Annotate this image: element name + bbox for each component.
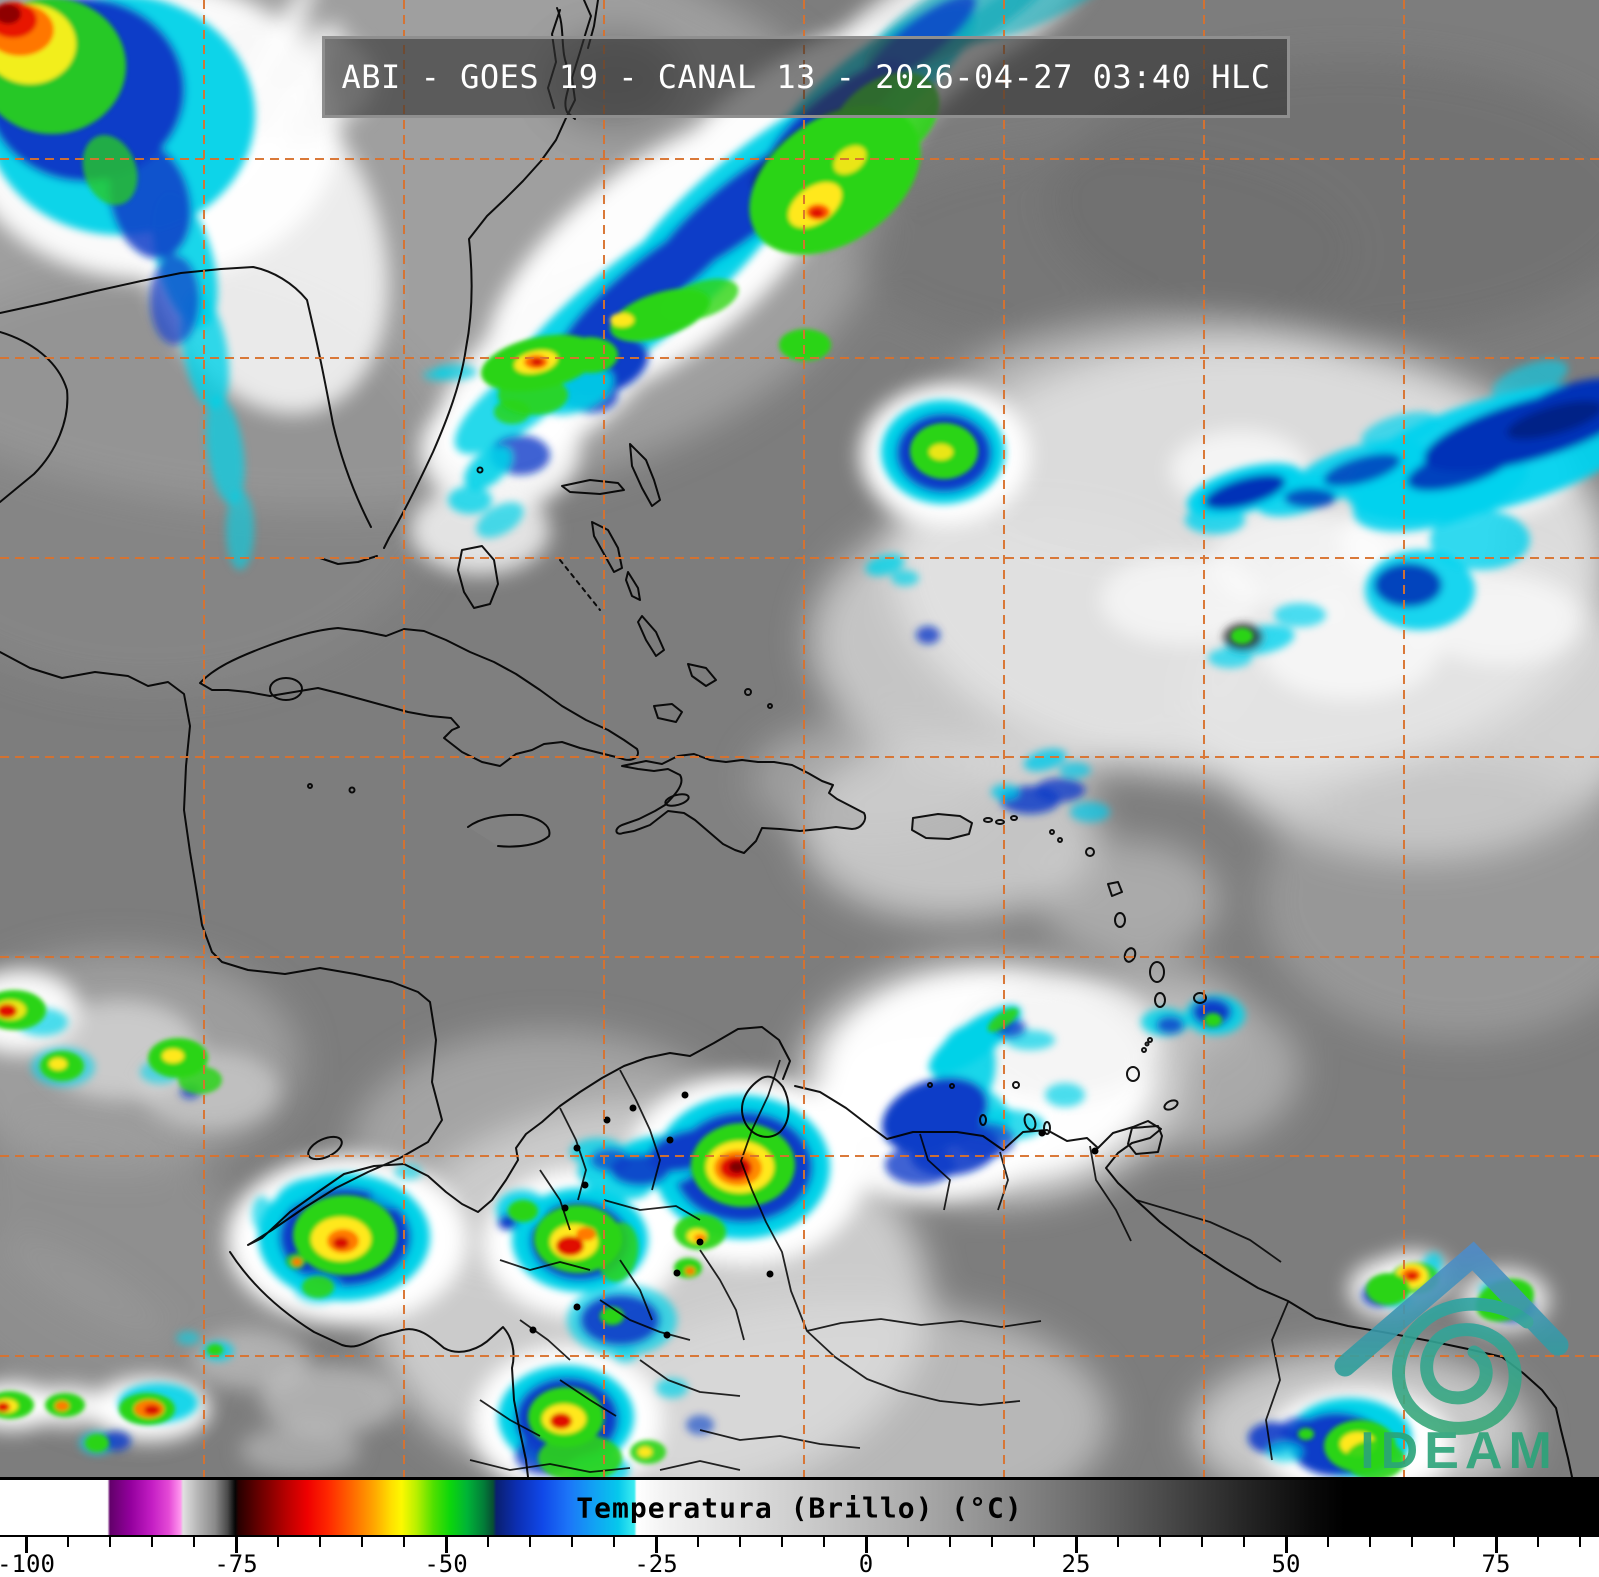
ideam-logo-text: IDEAM xyxy=(1360,1422,1558,1477)
tick-major xyxy=(444,1537,448,1553)
tick-label: 25 xyxy=(1061,1550,1091,1577)
tick-label: 0 xyxy=(858,1550,874,1577)
city-markers xyxy=(529,1091,1099,1339)
colorbar-gradient: Temperatura (Brillo) (°C) xyxy=(0,1477,1599,1537)
colorbar-axis: -100 -75 -50 -25 0 25 50 75 xyxy=(0,1537,1599,1577)
ideam-logo: IDEAM xyxy=(1334,1241,1569,1477)
title-bar: ABI - GOES 19 - CANAL 13 - 2026-04-27 03… xyxy=(322,36,1290,118)
tick-minor xyxy=(823,1537,825,1547)
tick-major xyxy=(654,1537,658,1553)
tick-minor xyxy=(1537,1537,1539,1547)
tick-minor xyxy=(1369,1537,1371,1547)
tick-minor xyxy=(529,1537,531,1547)
tick-minor xyxy=(949,1537,951,1547)
title-text: ABI - GOES 19 - CANAL 13 - 2026-04-27 03… xyxy=(341,58,1271,96)
tick-label: -100 xyxy=(0,1550,55,1577)
colorbar-title: Temperatura (Brillo) (°C) xyxy=(576,1491,1023,1524)
tick-label: -50 xyxy=(424,1550,468,1577)
tick-major xyxy=(864,1537,868,1553)
tick-minor xyxy=(571,1537,573,1547)
tick-minor xyxy=(361,1537,363,1547)
colorbar: Temperatura (Brillo) (°C) -100 -75 -50 -25 0… xyxy=(0,1477,1599,1577)
tick-minor xyxy=(109,1537,111,1547)
tick-minor xyxy=(319,1537,321,1547)
tick-minor xyxy=(403,1537,405,1547)
tick-minor xyxy=(193,1537,195,1547)
tick-minor xyxy=(1243,1537,1245,1547)
tick-major xyxy=(234,1537,238,1553)
satellite-map-canvas: IDEAM xyxy=(0,0,1599,1477)
tick-major xyxy=(24,1537,28,1553)
tick-minor xyxy=(1411,1537,1413,1547)
tick-minor xyxy=(1579,1537,1581,1547)
tick-minor xyxy=(487,1537,489,1547)
tick-label: -25 xyxy=(634,1550,678,1577)
tick-minor xyxy=(991,1537,993,1547)
coastlines xyxy=(0,0,1573,1477)
tick-major xyxy=(1074,1537,1078,1553)
tick-minor xyxy=(1033,1537,1035,1547)
tick-label: 75 xyxy=(1481,1550,1511,1577)
interior-borders xyxy=(469,1059,1289,1473)
tick-minor xyxy=(1159,1537,1161,1547)
tick-minor xyxy=(1117,1537,1119,1547)
tick-minor xyxy=(1201,1537,1203,1547)
tick-label: -75 xyxy=(214,1550,258,1577)
tick-minor xyxy=(697,1537,699,1547)
hurricane-spiral-icon xyxy=(1391,1297,1534,1435)
tick-minor xyxy=(781,1537,783,1547)
tick-major xyxy=(1494,1537,1498,1553)
tick-minor xyxy=(1327,1537,1329,1547)
tick-label: 50 xyxy=(1271,1550,1301,1577)
tick-minor xyxy=(907,1537,909,1547)
tick-minor xyxy=(613,1537,615,1547)
mountain-roof-icon xyxy=(1334,1241,1569,1377)
tick-minor xyxy=(739,1537,741,1547)
cloud-core-layer xyxy=(0,0,1535,1477)
tick-minor xyxy=(1453,1537,1455,1547)
graticule xyxy=(0,0,1599,1477)
tick-major xyxy=(1284,1537,1288,1553)
tick-minor xyxy=(277,1537,279,1547)
tick-minor xyxy=(151,1537,153,1547)
tick-minor xyxy=(67,1537,69,1547)
